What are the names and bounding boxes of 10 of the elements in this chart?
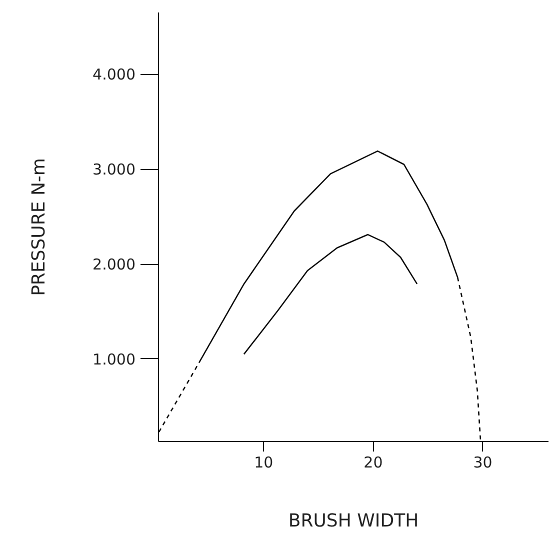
y-axis-title: PRESSURE N-m [28, 158, 50, 296]
y-tick-label: 3.000 [92, 160, 136, 179]
y-tick-label: 2.000 [92, 256, 136, 274]
x-tick-label: 30 [473, 454, 492, 472]
x-tick-label: 20 [364, 454, 383, 472]
line-series [243, 234, 418, 355]
x-tick-label: 10 [254, 454, 274, 472]
y-tick-label: 1.000 [92, 350, 136, 368]
y-tick-label: 4.000 [92, 66, 136, 84]
x-axis-title: BRUSH WIDTH [288, 510, 419, 532]
